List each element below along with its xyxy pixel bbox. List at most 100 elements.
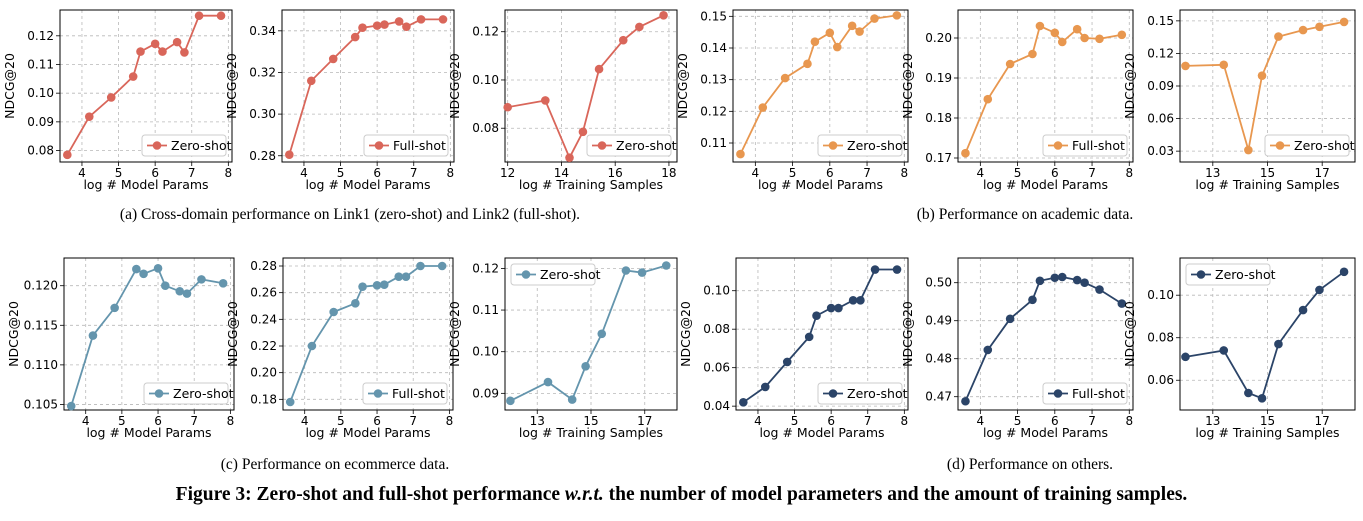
legend-label: Full-shot — [392, 386, 445, 401]
legend-marker — [152, 141, 162, 150]
x-tick-label: 7 — [410, 166, 418, 180]
x-tick-label: 6 — [1051, 166, 1059, 180]
y-tick-label: 0.49 — [925, 314, 952, 328]
data-point — [825, 28, 835, 38]
data-point — [870, 265, 880, 274]
legend: Full-shot — [1042, 134, 1128, 157]
data-point — [832, 42, 842, 52]
y-tick-label: 0.22 — [250, 339, 277, 353]
data-point — [1339, 267, 1349, 277]
legend-marker — [154, 389, 164, 398]
data-point — [350, 32, 360, 42]
data-point — [1005, 314, 1015, 324]
x-tick-label: 13 — [530, 414, 545, 428]
x-axis-label: log # Training Samples — [1195, 425, 1339, 440]
y-tick-label: 0.06 — [1147, 373, 1174, 387]
data-point — [739, 398, 748, 407]
legend-box — [1264, 134, 1350, 157]
chart-b3: 13 15 17 0.03 0.06 0.09 0.12 0.15 log # Training… — [1122, 9, 1356, 192]
y-tick-label: 0.20 — [925, 31, 952, 45]
y-axis-label: NDCG@20 — [1122, 301, 1137, 367]
data-point — [1005, 59, 1015, 69]
y-tick-label: 0.17 — [925, 151, 952, 165]
x-tick-label: 17 — [637, 414, 652, 428]
data-point — [401, 272, 411, 281]
x-tick-label: 7 — [190, 414, 198, 428]
x-tick-label: 7 — [409, 414, 417, 428]
x-tick-label: 5 — [337, 414, 345, 428]
x-tick-label: 7 — [864, 414, 872, 428]
data-point — [892, 11, 902, 20]
plot-frame — [957, 9, 1134, 163]
chart-c1: 4 5 6 7 8 0.105 0.110 0.115 0.120 log # Model Par… — [6, 257, 235, 440]
x-tick-label: 6 — [827, 414, 835, 428]
data-point — [892, 265, 902, 274]
data-point — [760, 382, 770, 392]
x-tick-label: 8 — [446, 414, 454, 428]
legend: Zero-shot — [141, 134, 232, 157]
chart-b2: 4 5 6 7 8 0.17 0.18 0.19 0.20 log # Model Params N… — [900, 9, 1134, 192]
y-tick-label: 0.15 — [1147, 14, 1174, 28]
x-tick-label: 5 — [789, 166, 797, 180]
legend-marker — [597, 141, 607, 150]
series-line — [288, 18, 443, 155]
plot-frame — [957, 257, 1134, 411]
data-point — [180, 48, 189, 57]
data-point — [328, 54, 338, 64]
data-point — [63, 150, 72, 160]
y-tick-label: 0.105 — [24, 397, 58, 411]
data-point — [1244, 145, 1253, 155]
x-tick-label: 8 — [1125, 414, 1133, 428]
legend: Zero-shot — [817, 134, 908, 157]
data-point — [158, 47, 167, 56]
legend-label: Full-shot — [1072, 386, 1125, 401]
x-axis-label: log # Training Samples — [519, 425, 663, 440]
data-point — [812, 311, 821, 321]
legend-label: Zero-shot — [540, 267, 601, 282]
data-point — [402, 22, 411, 31]
chart-a1: 4 5 6 7 8 0.08 0.09 0.10 0.11 0.12 log # Model Par… — [2, 9, 233, 192]
data-point — [855, 27, 864, 36]
data-point — [1050, 273, 1060, 283]
data-point — [1181, 352, 1190, 362]
data-point — [1298, 25, 1308, 35]
data-point — [358, 282, 367, 291]
y-tick-label: 0.08 — [1147, 331, 1174, 345]
data-point — [1057, 37, 1067, 47]
y-tick-label: 0.18 — [925, 111, 952, 125]
data-point — [758, 103, 768, 112]
y-tick-label: 0.12 — [472, 25, 499, 39]
y-tick-label: 0.120 — [24, 279, 58, 293]
legend-marker — [373, 389, 383, 398]
data-point — [150, 39, 160, 49]
data-point — [659, 11, 668, 20]
legend-marker — [1275, 141, 1285, 150]
legend-label: Full-shot — [1072, 138, 1125, 153]
x-tick-label: 17 — [1315, 414, 1330, 428]
data-point — [661, 261, 671, 270]
data-point — [285, 150, 294, 160]
y-tick-label: 0.04 — [703, 399, 730, 413]
data-point — [503, 102, 512, 112]
y-tick-label: 0.115 — [24, 318, 58, 332]
data-point — [1057, 272, 1067, 282]
data-point — [1339, 17, 1349, 27]
y-axis-label: NDCG@20 — [225, 301, 240, 367]
x-tick-label: 7 — [863, 166, 871, 180]
data-point — [372, 281, 382, 290]
caption-d: (d) Performance on others. — [946, 456, 1114, 473]
legend: Zero-shot — [817, 382, 908, 405]
x-tick-label: 6 — [373, 414, 381, 428]
y-tick-label: 0.15 — [700, 9, 727, 23]
y-tick-label: 0.09 — [27, 115, 54, 129]
figure-caption-suffix: the number of model parameters and the a… — [603, 484, 1188, 505]
data-point — [1080, 33, 1089, 43]
data-point — [394, 272, 404, 281]
data-point — [983, 94, 993, 104]
data-point — [1181, 61, 1190, 71]
x-tick-label: 7 — [188, 166, 196, 180]
x-tick-label: 4 — [78, 166, 86, 180]
y-tick-label: 0.48 — [925, 352, 952, 366]
x-axis-label: log # Model Params — [759, 425, 884, 440]
